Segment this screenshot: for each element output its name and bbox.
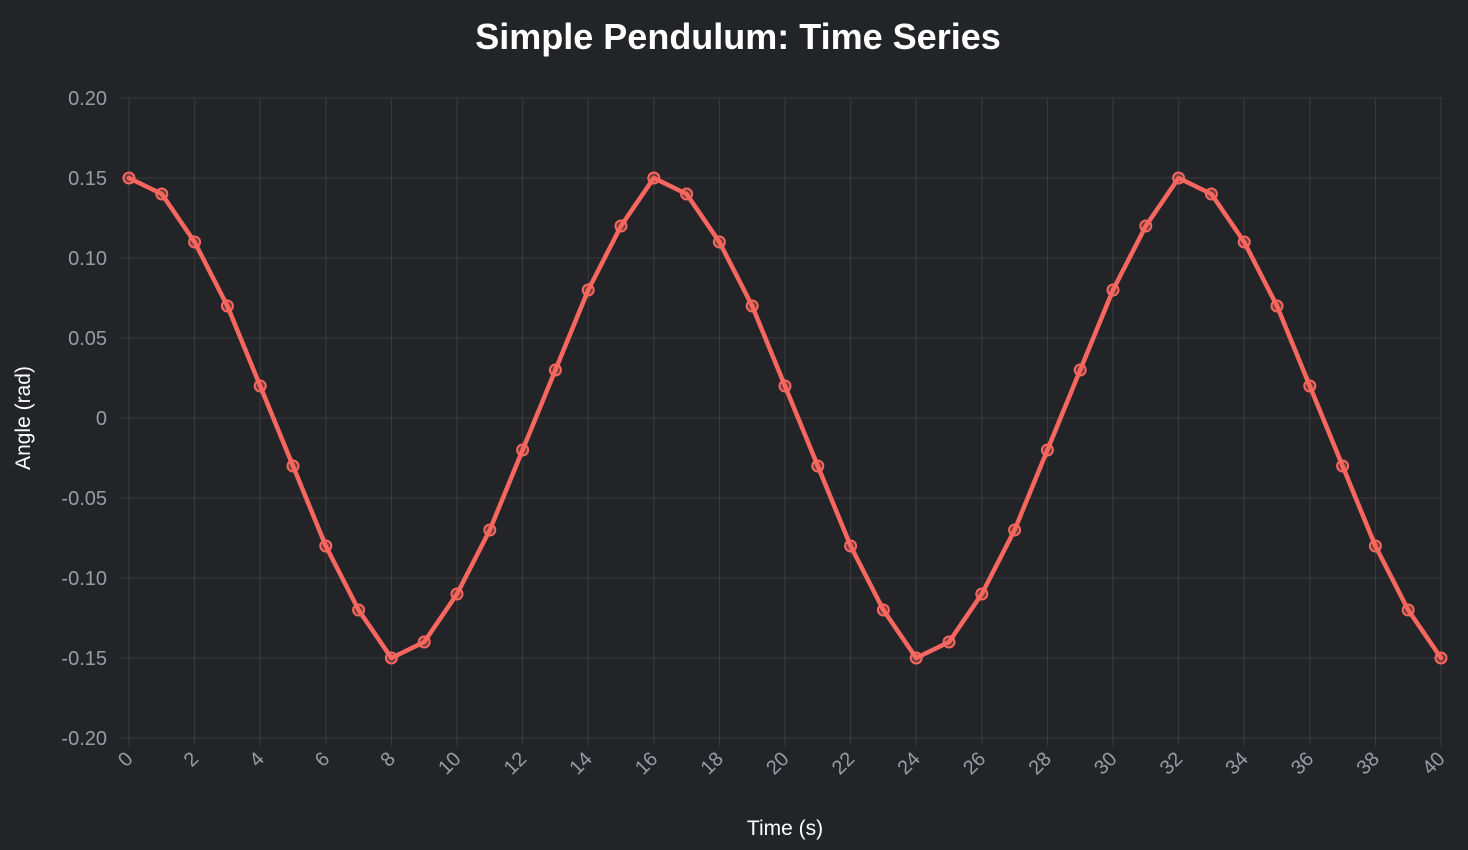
data-point [286, 459, 300, 473]
y-tick-label: -0.20 [61, 728, 107, 750]
data-point [778, 379, 792, 393]
x-tick-label: 14 [565, 748, 596, 779]
y-axis-label: Angle (rad) [12, 366, 35, 470]
series-layer [122, 171, 1448, 665]
x-tick-label: 6 [311, 748, 334, 771]
data-point [319, 539, 333, 553]
data-point [844, 539, 858, 553]
data-point [1040, 443, 1054, 457]
data-point [1237, 235, 1251, 249]
data-point [1204, 187, 1218, 201]
x-tick-label: 16 [631, 748, 662, 779]
grid-lines [121, 97, 1442, 746]
data-point [1336, 459, 1350, 473]
x-tick-label: 22 [828, 748, 859, 779]
x-tick-labels: 0 2 4 6 8 10 12 14 16 18 20 22 24 26 28 30 32 34 36 38 40 [114, 748, 1449, 779]
data-point [1303, 379, 1317, 393]
data-point [581, 283, 595, 297]
data-point [1073, 363, 1087, 377]
x-tick-label: 34 [1221, 748, 1252, 779]
y-tick-label: 0.10 [68, 248, 107, 270]
x-tick-label: 12 [500, 748, 531, 779]
data-point [155, 187, 169, 201]
data-point [712, 235, 726, 249]
data-point [1401, 603, 1415, 617]
data-point [745, 299, 759, 313]
data-point [1368, 539, 1382, 553]
data-point [909, 651, 923, 665]
x-tick-label: 36 [1287, 748, 1318, 779]
x-tick-label: 32 [1156, 748, 1187, 779]
x-tick-label: 4 [245, 748, 268, 771]
data-point [647, 171, 661, 185]
data-point [680, 187, 694, 201]
data-point [188, 235, 202, 249]
data-point [975, 587, 989, 601]
y-tick-label: 0.20 [68, 88, 107, 110]
y-tick-label: -0.15 [61, 648, 107, 670]
chart-title: Simple Pendulum: Time Series [475, 16, 1001, 57]
x-tick-label: 38 [1353, 748, 1384, 779]
data-point [1172, 171, 1186, 185]
data-point [548, 363, 562, 377]
data-point [450, 587, 464, 601]
x-tick-label: 2 [180, 748, 203, 771]
y-tick-labels: 0.20 0.15 0.10 0.05 0 -0.05 -0.10 -0.15 -0.20 [61, 88, 107, 750]
data-point [253, 379, 267, 393]
data-point [1139, 219, 1153, 233]
y-tick-label: 0.15 [68, 168, 107, 190]
y-tick-label: 0 [96, 408, 107, 430]
y-tick-label: 0.05 [68, 328, 107, 350]
x-tick-label: 40 [1418, 748, 1449, 779]
x-tick-label: 24 [893, 748, 924, 779]
data-point [1008, 523, 1022, 537]
x-tick-label: 18 [697, 748, 728, 779]
data-point [942, 635, 956, 649]
data-point [1106, 283, 1120, 297]
data-point [1270, 299, 1284, 313]
data-point [417, 635, 431, 649]
data-point [1434, 651, 1448, 665]
x-axis-label: Time (s) [747, 817, 823, 840]
y-tick-label: -0.10 [61, 568, 107, 590]
x-tick-label: 20 [762, 748, 793, 779]
data-point [483, 523, 497, 537]
data-point [516, 443, 530, 457]
data-point [352, 603, 366, 617]
data-point [876, 603, 890, 617]
x-tick-label: 26 [959, 748, 990, 779]
data-point [614, 219, 628, 233]
x-tick-label: 8 [377, 748, 400, 771]
x-tick-label: 0 [114, 748, 137, 771]
x-tick-label: 30 [1090, 748, 1121, 779]
data-point [220, 299, 234, 313]
x-tick-label: 28 [1025, 748, 1056, 779]
data-point [811, 459, 825, 473]
data-point [384, 651, 398, 665]
series-line [126, 175, 1444, 661]
data-point [122, 171, 136, 185]
x-tick-label: 10 [434, 748, 465, 779]
y-tick-label: -0.05 [61, 488, 107, 510]
